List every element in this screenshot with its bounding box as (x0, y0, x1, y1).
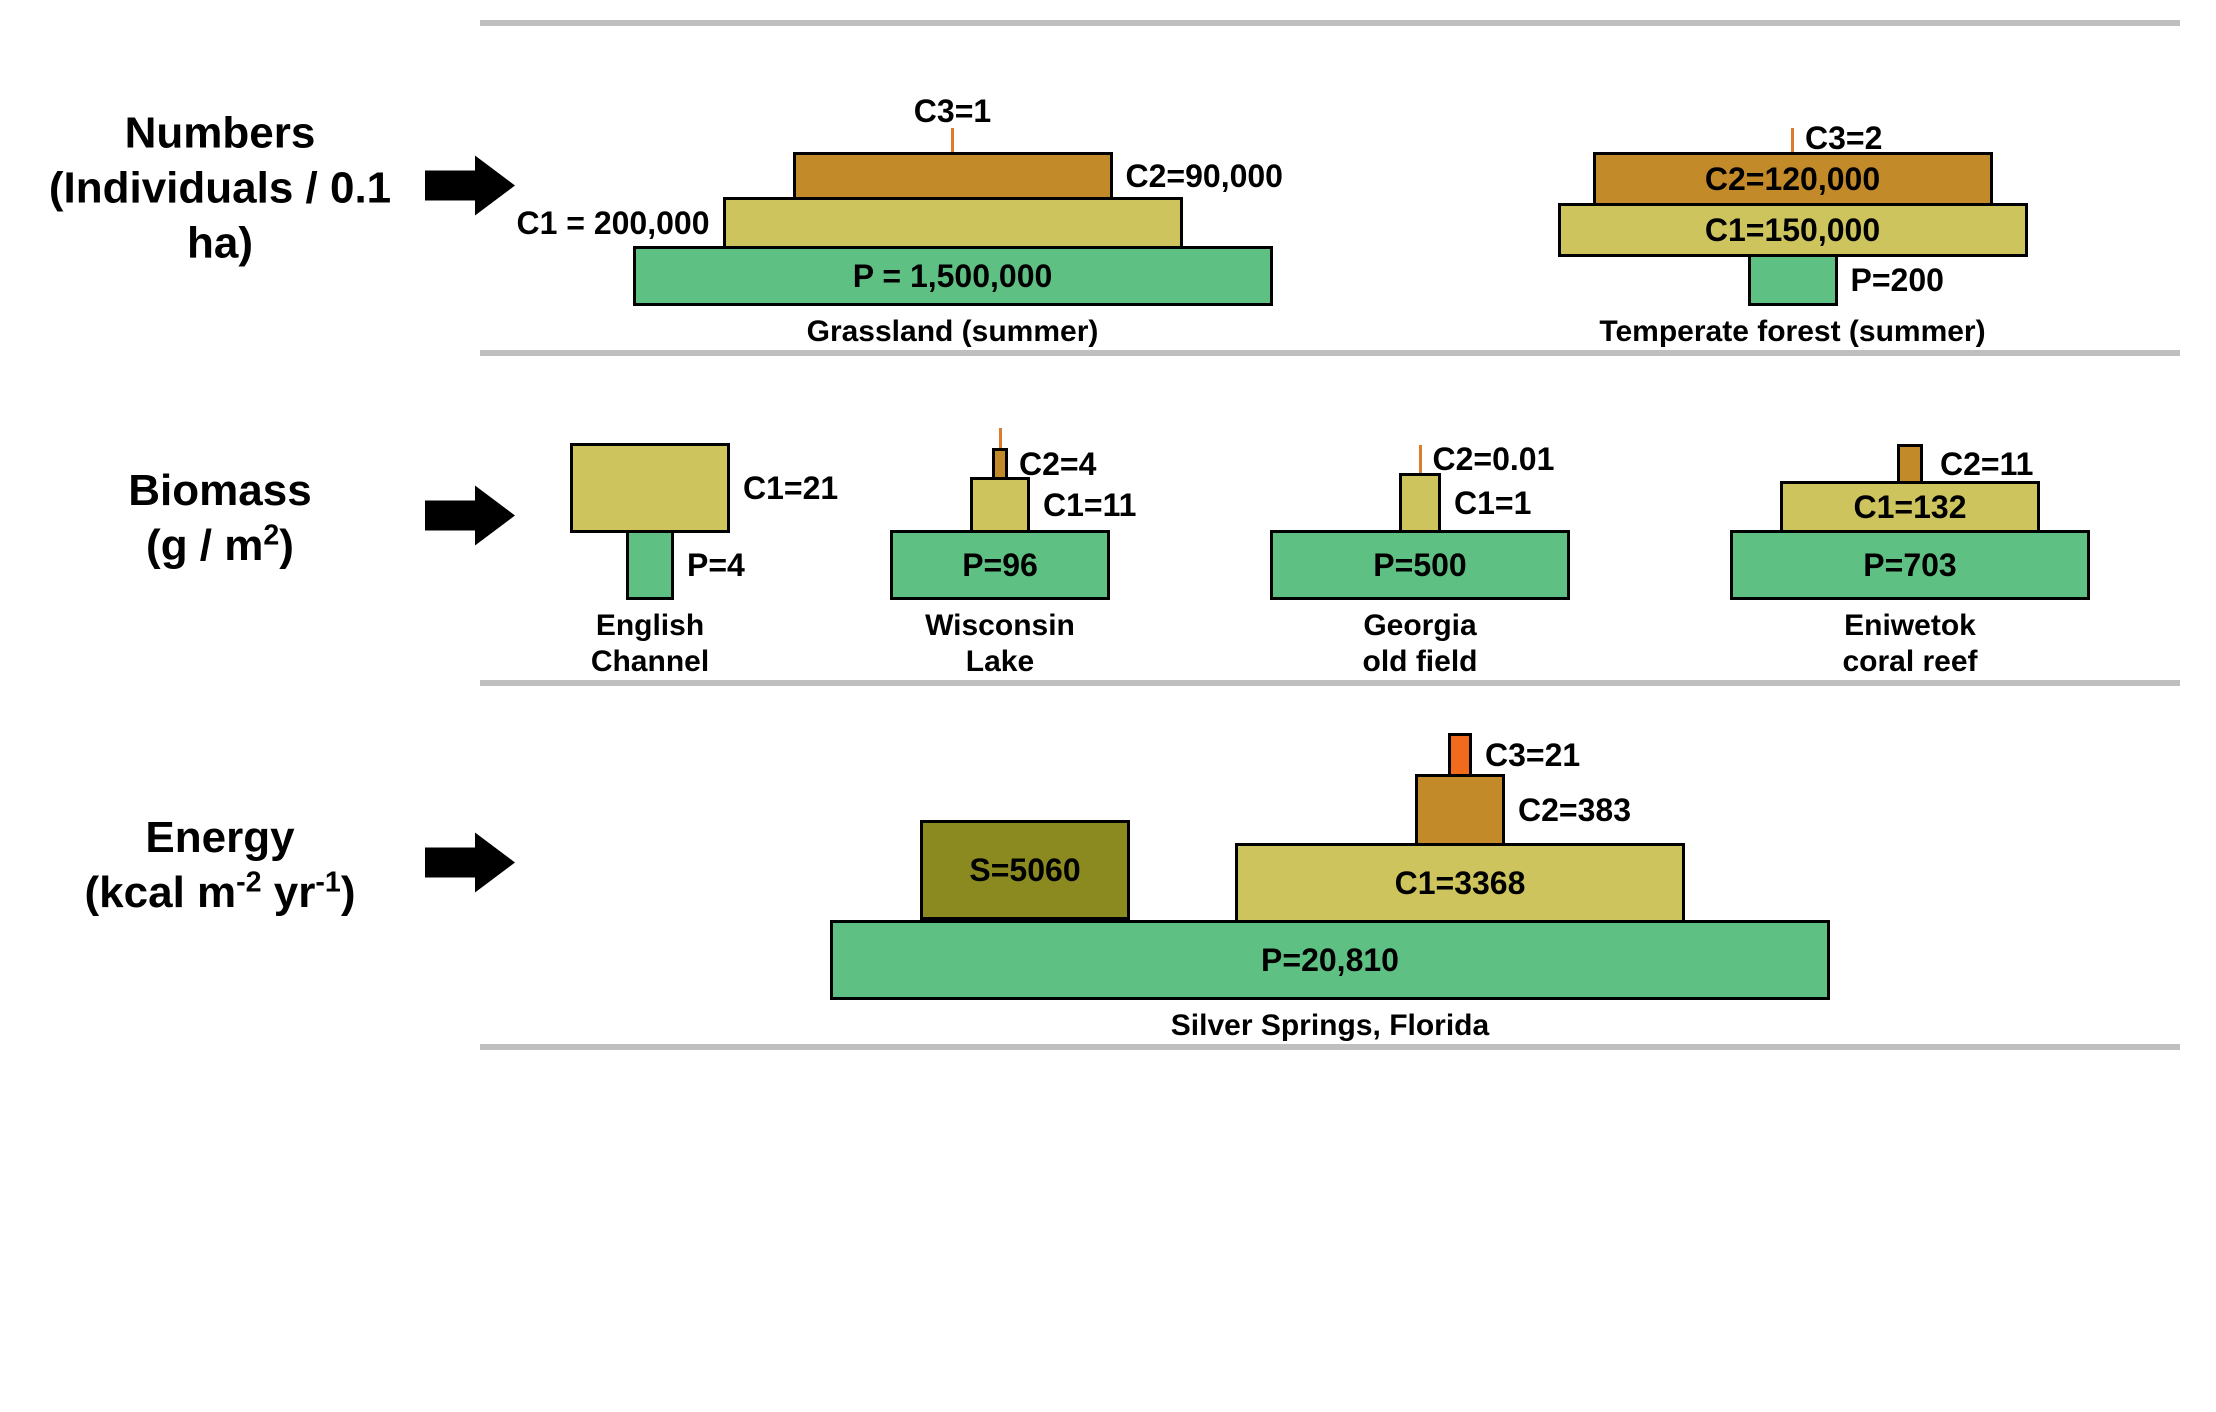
c1-label: C1=3368 (1395, 865, 1526, 902)
numbers-title-2: (Individuals / 0.1 ha) (20, 161, 420, 271)
p-label: P = 1,500,000 (853, 258, 1053, 295)
c1-bar: C1=150,000 (1558, 203, 2028, 257)
numbers-label: Numbers (Individuals / 0.1 ha) (20, 106, 420, 271)
p-bar: P=4 (626, 530, 674, 600)
c2-bar: C2=11 (1897, 444, 1923, 484)
wisconsin-caption: WisconsinLake (925, 608, 1075, 680)
c1-label: C1=1 (1454, 485, 1531, 522)
c1-label: C1=21 (743, 470, 838, 507)
energy-section: Energy (kcal m-2 yr-1) C3=21 C2=383 (480, 680, 2180, 1050)
biomass-label: Biomass (g / m2) (20, 463, 420, 573)
p-bar: P = 1,500,000 (633, 246, 1273, 306)
c1-label: C1 = 200,000 (516, 205, 709, 242)
pyramid-forest: C3=2 C2=120,000 C1=150,000 P=200 Tempera… (1558, 128, 2028, 350)
forest-caption: Temperate forest (summer) (1599, 314, 1985, 350)
p-label: P=703 (1863, 547, 1956, 584)
c2-bar: C2=4 (992, 448, 1008, 480)
pyramid-eniwetok: C2=11 C1=132 P=703 Eniwetokcoral reef (1730, 444, 2090, 680)
pyramid-silver-springs: C3=21 C2=383 C1=3368 S=5060 (830, 733, 1830, 1044)
c3-tick (999, 428, 1002, 448)
c3-tick: C3=2 (1791, 128, 1794, 152)
energy-label: Energy (kcal m-2 yr-1) (20, 810, 420, 920)
p-label: P=4 (687, 547, 745, 584)
c2-bar: C2=120,000 (1593, 152, 1993, 206)
c1-bar: C1=132 (1780, 481, 2040, 533)
c3-label: C3=1 (914, 93, 991, 130)
silver-caption: Silver Springs, Florida (1171, 1008, 1489, 1044)
c2-label: C2=120,000 (1705, 161, 1880, 198)
c2-bar: C2=90,000 (793, 152, 1113, 200)
pyramid-georgia: C2=0.01 C1=1 P=500 Georgiaold field (1270, 445, 1570, 680)
c2-bar: C2=383 (1415, 774, 1505, 846)
p-bar: P=20,810 (830, 920, 1830, 1000)
c2-tick: C2=0.01 (1419, 445, 1422, 473)
biomass-title-1: Biomass (20, 463, 420, 518)
c2-label: C2=90,000 (1126, 158, 1283, 195)
energy-title-1: Energy (20, 810, 420, 865)
p-bar: P=500 (1270, 530, 1570, 600)
arrow-icon (425, 156, 515, 221)
c1-bar: C1=3368 (1235, 843, 1685, 923)
c3-bar: C3=21 (1448, 733, 1472, 777)
c1-bar: C1=11 (970, 477, 1030, 533)
eniwetok-caption: Eniwetokcoral reef (1842, 608, 1977, 680)
s-bar: S=5060 (920, 820, 1130, 920)
c3-tick (951, 128, 954, 152)
p-label: P=20,810 (1261, 942, 1399, 979)
arrow-icon (425, 486, 515, 551)
c1-bar: C1=1 (1399, 473, 1441, 533)
p-bar: P=96 (890, 530, 1110, 600)
biomass-section: Biomass (g / m2) C1=21 P=4 EnglishChanne… (480, 350, 2180, 680)
pyramid-grassland: C3=1 C2=90,000 C1 = 200,000 P = 1,500,00… (633, 93, 1273, 350)
biomass-title-2: (g / m2) (20, 518, 420, 573)
s-label: S=5060 (969, 852, 1080, 889)
grassland-caption: Grassland (summer) (807, 314, 1099, 350)
ecological-pyramids-figure: Numbers (Individuals / 0.1 ha) C3=1 C2=9… (20, 20, 2216, 1392)
energy-title-2: (kcal m-2 yr-1) (20, 865, 420, 920)
c2-label: C2=11 (1940, 446, 2033, 483)
p-bar: P=200 (1748, 254, 1838, 306)
georgia-caption: Georgiaold field (1363, 608, 1478, 680)
english-caption: EnglishChannel (591, 608, 709, 680)
numbers-title-1: Numbers (20, 106, 420, 161)
c2-label: C2=383 (1518, 792, 1631, 829)
pyramid-wisconsin: C2=4 C1=11 P=96 WisconsinLake (890, 428, 1110, 680)
c2-label: C2=4 (1019, 446, 1096, 483)
c2-label: C2=0.01 (1433, 441, 1555, 478)
c1-label: C1=150,000 (1705, 212, 1880, 249)
p-bar: P=703 (1730, 530, 2090, 600)
p-label: P=500 (1373, 547, 1466, 584)
p-label: P=96 (962, 547, 1038, 584)
c1-label: C1=132 (1854, 489, 1967, 526)
c1-bar: C1 = 200,000 (723, 197, 1183, 249)
numbers-section: Numbers (Individuals / 0.1 ha) C3=1 C2=9… (480, 20, 2180, 350)
arrow-icon (425, 833, 515, 898)
c1-label: C1=11 (1043, 487, 1136, 524)
p-label: P=200 (1851, 262, 1944, 299)
c1-bar: C1=21 (570, 443, 730, 533)
c3-label: C3=21 (1485, 737, 1580, 774)
pyramid-english-channel: C1=21 P=4 EnglishChannel (570, 443, 730, 680)
